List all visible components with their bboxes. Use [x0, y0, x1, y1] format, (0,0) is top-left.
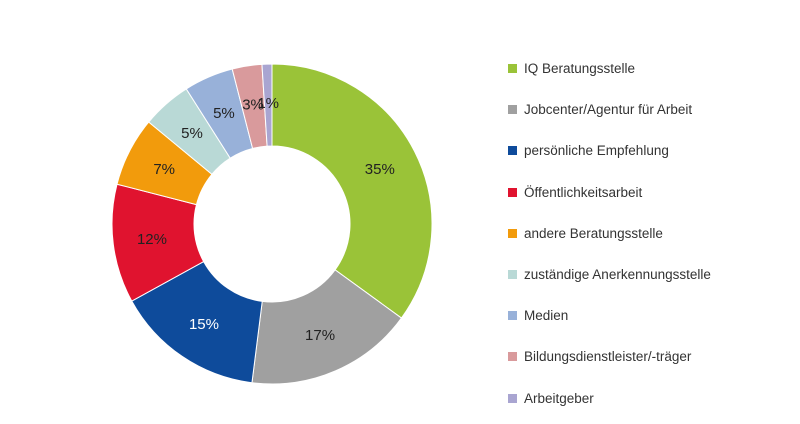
- legend-label-7: Bildungsdienstleister/-träger: [524, 349, 692, 365]
- legend-label-0: IQ Beratungsstelle: [524, 61, 636, 77]
- slice-label-6: 5%: [213, 105, 235, 122]
- legend-item-6: Medien: [508, 295, 793, 336]
- legend-label-1: Jobcenter/Agentur für Arbeit: [524, 102, 693, 118]
- legend-label-4: andere Beratungsstelle: [524, 225, 663, 241]
- legend-swatch-2: [508, 146, 517, 156]
- legend-item-8: Arbeitgeber: [508, 378, 793, 419]
- legend-label-2: persönliche Empfehlung: [524, 143, 669, 159]
- slice-label-3: 12%: [137, 231, 167, 248]
- legend-swatch-0: [508, 64, 517, 74]
- donut-slice-2: [131, 260, 263, 384]
- legend-item-1: Jobcenter/Agentur für Arbeit: [508, 89, 793, 130]
- donut-slice-0: [271, 63, 433, 319]
- slice-label-2: 15%: [189, 316, 219, 333]
- legend-item-7: Bildungsdienstleister/-träger: [508, 336, 793, 377]
- legend-swatch-4: [508, 228, 517, 238]
- legend-swatch-8: [508, 393, 517, 403]
- slice-label-0: 35%: [365, 161, 395, 178]
- legend-item-3: Öffentlichkeitsarbeit: [508, 172, 793, 213]
- legend-item-4: andere Beratungsstelle: [508, 213, 793, 254]
- legend-label-8: Arbeitgeber: [524, 390, 594, 406]
- slice-label-5: 5%: [181, 125, 203, 142]
- donut-slice-1: [251, 269, 403, 385]
- donut-slice-8: [261, 63, 273, 147]
- legend-label-6: Medien: [524, 308, 569, 324]
- legend-item-2: persönliche Empfehlung: [508, 130, 793, 171]
- slice-label-1: 17%: [305, 327, 335, 344]
- legend-swatch-5: [508, 270, 517, 280]
- chart-legend: IQ Beratungsstelle Jobcenter/Agentur für …: [508, 48, 793, 419]
- slice-label-8: 1%: [257, 95, 279, 112]
- legend-swatch-1: [508, 105, 517, 115]
- legend-swatch-7: [508, 352, 517, 362]
- legend-item-0: IQ Beratungsstelle: [508, 48, 793, 89]
- legend-swatch-6: [508, 311, 517, 321]
- legend-label-3: Öffentlichkeitsarbeit: [524, 184, 643, 200]
- slice-label-4: 7%: [153, 161, 175, 178]
- legend-label-5: zuständige Anerkennungsstelle: [524, 267, 711, 283]
- legend-item-5: zuständige Anerkennungsstelle: [508, 254, 793, 295]
- slice-label-7: 3%: [242, 96, 264, 113]
- legend-swatch-3: [508, 187, 517, 197]
